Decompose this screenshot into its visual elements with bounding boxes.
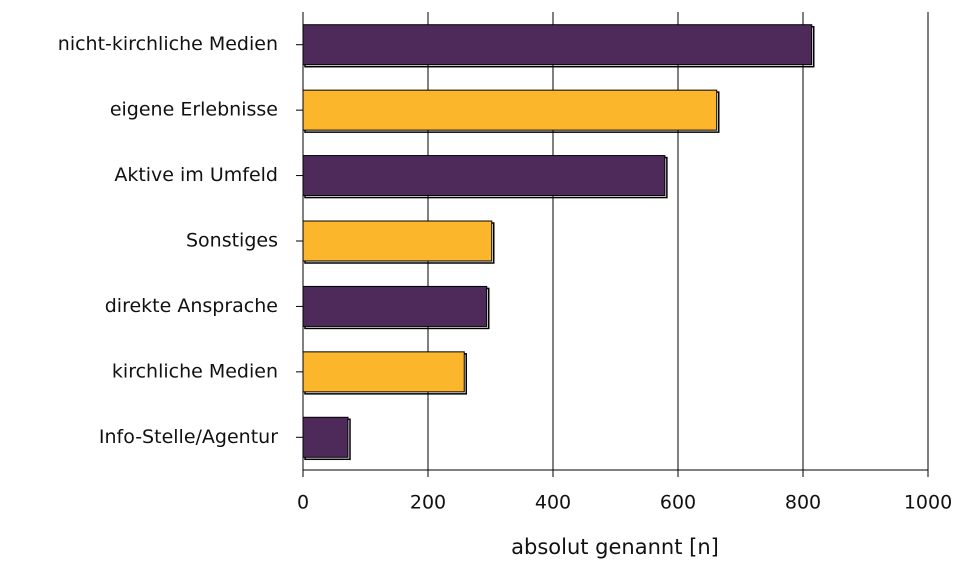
y-tick-label: Aktive im Umfeld — [114, 164, 278, 186]
bar — [302, 416, 349, 458]
bar — [302, 89, 718, 131]
y-tick-label: kirchliche Medien — [112, 360, 278, 382]
bar — [302, 24, 813, 66]
x-tick-label: 200 — [410, 492, 446, 514]
y-tick-label: Info-Stelle/Agentur — [99, 426, 278, 448]
x-tick-label: 600 — [660, 492, 696, 514]
bar — [302, 155, 666, 197]
x-tick-label: 800 — [785, 492, 821, 514]
y-tick-label: eigene Erlebnisse — [110, 99, 278, 121]
bar — [302, 220, 493, 262]
x-axis-label: absolut genannt [n] — [511, 535, 719, 559]
x-tick-label: 400 — [535, 492, 571, 514]
y-tick-label: nicht-kirchliche Medien — [58, 33, 278, 55]
bar — [302, 351, 465, 393]
x-tick-label: 0 — [297, 492, 309, 514]
bar — [302, 285, 488, 327]
y-tick-label: Sonstiges — [186, 230, 278, 252]
y-tick-label: direkte Ansprache — [105, 295, 278, 317]
x-tick-label: 1000 — [904, 492, 952, 514]
